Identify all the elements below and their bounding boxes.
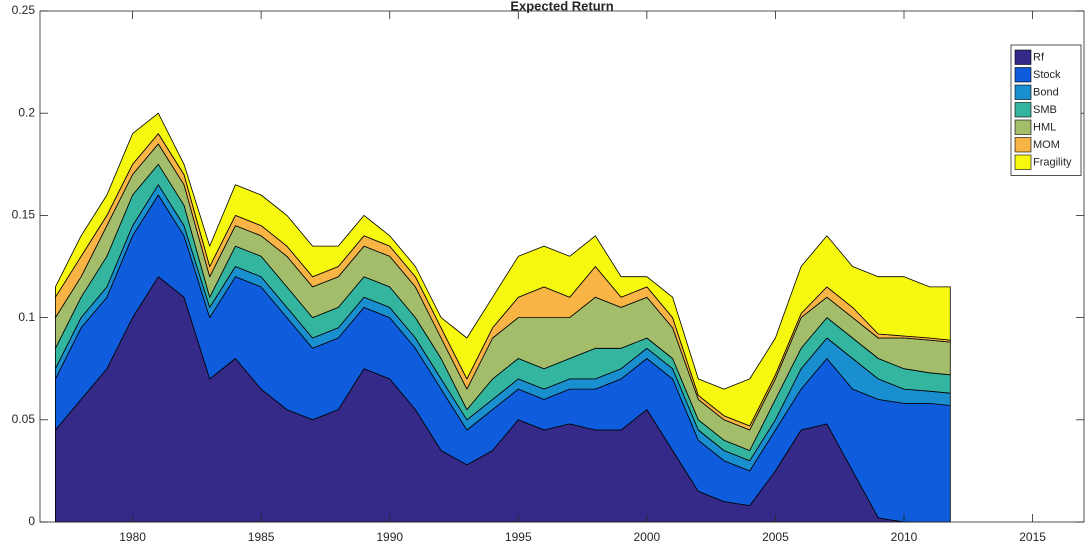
legend-swatch <box>1014 154 1032 170</box>
y-tick-label: 0.25 <box>12 3 36 17</box>
legend-swatch <box>1014 137 1032 153</box>
x-tick-label: 2015 <box>1019 530 1046 544</box>
y-tick-label: 0.05 <box>12 412 36 426</box>
legend-label: Bond <box>1033 87 1059 99</box>
y-tick-label: 0.15 <box>12 208 36 222</box>
legend-swatch <box>1014 119 1032 135</box>
legend-swatch <box>1014 67 1032 83</box>
y-tick-label: 0.1 <box>18 310 35 324</box>
x-tick-label: 2005 <box>762 530 789 544</box>
y-tick-label: 0.2 <box>18 105 35 119</box>
x-tick-label: 2010 <box>891 530 918 544</box>
x-tick-label: 2000 <box>634 530 661 544</box>
legend-swatch <box>1014 102 1032 118</box>
legend-label: Rf <box>1033 52 1045 64</box>
legend-label: HML <box>1033 122 1056 134</box>
x-tick-label: 1995 <box>505 530 532 544</box>
legend: Rf Stock Bond SMB HML MOM Fragility <box>1010 44 1082 176</box>
area <box>55 112 951 427</box>
legend-label: Fragility <box>1033 157 1072 169</box>
plot-frame <box>39 10 1085 523</box>
y-tick-label: 0 <box>28 514 35 528</box>
x-tick-label: 1985 <box>248 530 275 544</box>
legend-label: MOM <box>1033 139 1060 151</box>
chart-title: Expected Return <box>510 0 613 13</box>
legend-swatch <box>1014 84 1032 100</box>
x-tick-label: 1990 <box>376 530 403 544</box>
legend-swatch <box>1014 49 1032 65</box>
x-tick-label: 1980 <box>119 530 146 544</box>
legend-label: Stock <box>1033 69 1061 81</box>
legend-label: SMB <box>1033 104 1057 116</box>
